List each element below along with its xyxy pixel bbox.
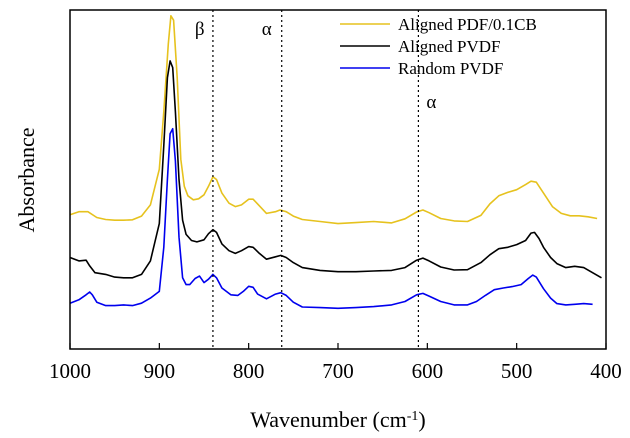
y-axis-title: Absorbance [14, 127, 39, 232]
legend-label-3: Random PVDF [398, 59, 503, 78]
x-tick-label-3: 800 [233, 359, 265, 383]
series-line-1 [69, 15, 598, 225]
x-axis-title-superscript: -1 [407, 409, 419, 424]
legend: Aligned PDF/0.1CB Aligned PVDF Random PVDF [340, 15, 537, 78]
x-tick-label-5: 600 [412, 359, 444, 383]
series-line-3 [69, 127, 593, 310]
annotation-lines [212, 10, 419, 349]
annotation-label-2: α [262, 19, 272, 40]
x-axis-title-end: ) [418, 407, 425, 432]
x-tick-label-7: 400 [590, 359, 622, 383]
legend-label-1: Aligned PDF/0.1CB [398, 15, 537, 34]
series-line-2 [69, 60, 602, 279]
annotation-label-3: α [426, 92, 436, 113]
x-tick-label-4: 700 [322, 359, 354, 383]
x-axis-title: Wavenumber (cm-1) [250, 407, 425, 432]
annotation-label-1: β [195, 19, 205, 40]
legend-label-2: Aligned PVDF [398, 37, 500, 56]
x-axis-title-main: Wavenumber (cm [250, 407, 406, 432]
series-layer [69, 15, 602, 310]
x-tick-label-1: 1000 [49, 359, 91, 383]
x-tick-label-6: 500 [501, 359, 533, 383]
x-axis: 1000 900 800 700 600 500 400 [49, 343, 622, 383]
annotation-labels: β α α [195, 19, 436, 113]
x-tick-label-2: 900 [144, 359, 176, 383]
